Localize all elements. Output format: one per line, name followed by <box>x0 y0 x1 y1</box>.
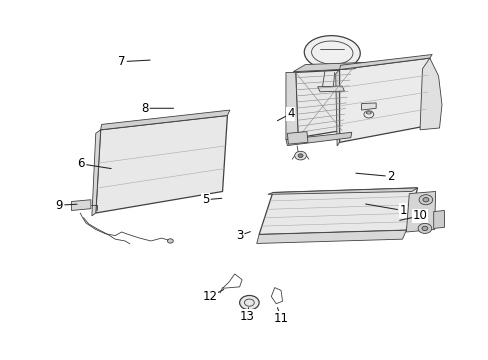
Ellipse shape <box>304 36 360 70</box>
Polygon shape <box>259 188 417 234</box>
Text: 7: 7 <box>118 55 125 68</box>
Polygon shape <box>433 211 444 228</box>
Polygon shape <box>361 103 375 110</box>
Polygon shape <box>295 69 351 138</box>
Polygon shape <box>101 110 229 130</box>
Polygon shape <box>96 116 227 213</box>
Circle shape <box>417 224 431 233</box>
Polygon shape <box>406 192 435 232</box>
Polygon shape <box>293 62 366 72</box>
Text: 12: 12 <box>203 290 218 303</box>
Polygon shape <box>339 58 429 142</box>
Text: 1: 1 <box>398 204 406 217</box>
Circle shape <box>298 154 303 157</box>
Text: 8: 8 <box>141 102 148 115</box>
Polygon shape <box>285 72 298 139</box>
Text: 9: 9 <box>55 199 63 212</box>
Text: 4: 4 <box>286 107 294 120</box>
Circle shape <box>421 226 427 230</box>
Polygon shape <box>317 86 344 92</box>
Text: 13: 13 <box>239 310 254 323</box>
Text: 11: 11 <box>273 311 288 325</box>
Polygon shape <box>92 130 101 216</box>
Polygon shape <box>339 54 431 69</box>
Circle shape <box>167 239 173 243</box>
Circle shape <box>239 296 259 310</box>
Polygon shape <box>267 188 417 194</box>
Circle shape <box>422 198 428 202</box>
Polygon shape <box>419 58 441 130</box>
Polygon shape <box>341 69 360 132</box>
Polygon shape <box>287 132 307 144</box>
Text: 2: 2 <box>386 170 394 183</box>
Polygon shape <box>285 132 351 145</box>
Text: 10: 10 <box>412 210 427 222</box>
Polygon shape <box>256 230 406 243</box>
Text: 6: 6 <box>77 157 85 170</box>
Circle shape <box>418 195 432 205</box>
Polygon shape <box>335 69 339 146</box>
Circle shape <box>294 151 306 160</box>
Text: 3: 3 <box>235 229 243 242</box>
Text: 5: 5 <box>202 193 209 206</box>
Polygon shape <box>71 200 91 211</box>
